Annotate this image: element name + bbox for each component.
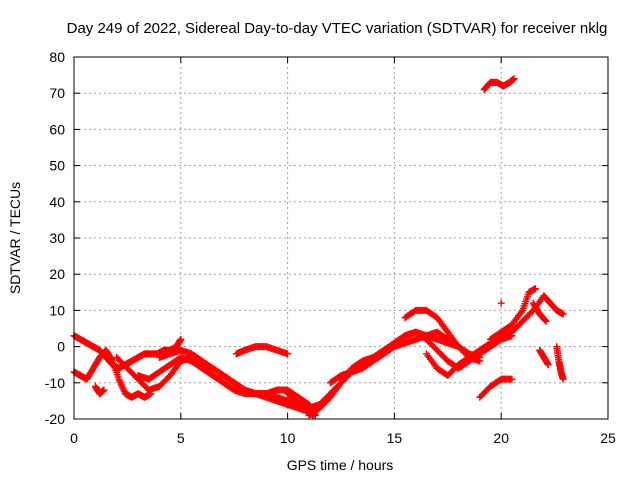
- series-track-j: [326, 328, 516, 387]
- series-track-r: [553, 343, 567, 383]
- series-track-l: [422, 292, 548, 380]
- series-track-m: [480, 75, 518, 94]
- data-point: [508, 375, 516, 383]
- series-track-b: [70, 346, 155, 401]
- y-tick-label: 10: [49, 302, 65, 318]
- data-point: [510, 75, 518, 83]
- x-tick-label: 10: [280, 430, 296, 446]
- plot-frame: [73, 56, 609, 420]
- data-point: [100, 386, 108, 394]
- series-track-g: [232, 343, 292, 358]
- x-tick-label: 20: [493, 430, 509, 446]
- chart-title: Day 249 of 2022, Sidereal Day-to-day VTE…: [67, 20, 608, 37]
- x-tick-label: 15: [387, 430, 403, 446]
- data-point: [541, 316, 549, 324]
- series-track-h: [284, 328, 462, 412]
- y-tick-label: 80: [49, 49, 65, 65]
- x-tick-label: 5: [177, 430, 185, 446]
- series-track-o: [487, 285, 539, 343]
- series-track-n: [476, 375, 516, 401]
- x-axis-label: GPS time / hours: [287, 457, 394, 473]
- data-point: [531, 285, 539, 293]
- data-point: [544, 361, 552, 369]
- series-track-c: [91, 382, 108, 398]
- y-axis-ticks: -20 -10 0 10 20 30 40 50 60 70 80: [45, 49, 608, 427]
- series-track-p: [536, 346, 552, 369]
- grid-lines: [74, 57, 608, 419]
- data-point: [108, 356, 116, 364]
- y-tick-label: 60: [49, 121, 65, 137]
- series-track-q: [540, 292, 567, 318]
- y-tick-label: 20: [49, 266, 65, 282]
- y-tick-label: 50: [49, 158, 65, 174]
- y-tick-label: 0: [57, 339, 65, 355]
- series-track-s: [529, 299, 550, 325]
- data-points: [70, 75, 567, 419]
- y-tick-label: 30: [49, 230, 65, 246]
- data-point: [476, 357, 484, 365]
- data-point: [559, 375, 567, 383]
- data-point: [559, 310, 567, 318]
- x-tick-label: 25: [600, 430, 616, 446]
- data-point: [284, 350, 292, 358]
- y-tick-label: -20: [45, 411, 65, 427]
- x-axis-ticks: 0 5 10 15 20 25: [70, 57, 616, 446]
- data-point: [497, 299, 505, 307]
- y-tick-label: -10: [45, 375, 65, 391]
- y-axis-label: SDTVAR / TECUs: [7, 182, 23, 294]
- x-tick-label: 0: [70, 430, 78, 446]
- data-point: [177, 335, 185, 343]
- series-track-d: [113, 353, 317, 419]
- series-isolated: [497, 299, 505, 307]
- data-point: [542, 317, 550, 325]
- y-tick-label: 70: [49, 85, 65, 101]
- y-tick-label: 40: [49, 194, 65, 210]
